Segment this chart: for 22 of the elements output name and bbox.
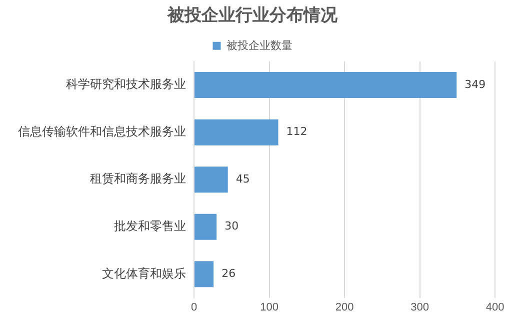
data-label: 349 <box>464 78 486 91</box>
data-label: 112 <box>286 125 308 138</box>
y-tick-label: 文化体育和娱乐 <box>102 266 186 280</box>
data-label: 45 <box>236 172 250 186</box>
y-tick-label: 租赁和商务服务业 <box>90 172 186 186</box>
y-tick-label: 信息传输软件和信息技术服务业 <box>18 124 186 138</box>
bar <box>194 214 217 240</box>
data-label: 26 <box>222 267 236 280</box>
x-tick-label: 300 <box>410 301 429 314</box>
x-tick-label: 0 <box>190 301 198 314</box>
y-tick-label: 科学研究和技术服务业 <box>66 77 186 92</box>
y-tick-label: 批发和零售业 <box>114 219 186 234</box>
x-tick-label: 100 <box>260 301 278 314</box>
chart-title: 被投企业行业分布情况 <box>166 6 338 26</box>
x-tick-label: 400 <box>486 301 504 314</box>
bar <box>194 261 214 288</box>
bar <box>194 72 457 98</box>
data-label: 30 <box>224 220 239 233</box>
bar <box>194 166 228 193</box>
bar <box>194 119 278 146</box>
legend-label: 被投企业数量 <box>226 38 292 52</box>
x-tick-label: 200 <box>335 301 354 314</box>
